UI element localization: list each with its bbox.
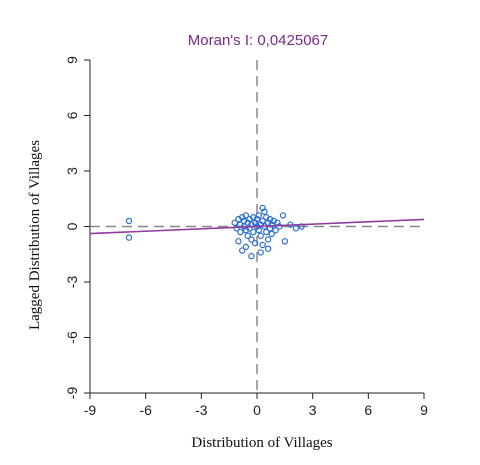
data-point	[276, 223, 283, 230]
y-tick-label: 3	[64, 167, 80, 175]
data-point	[248, 252, 255, 260]
data-point	[237, 228, 244, 236]
data-point	[264, 245, 272, 252]
data-point	[264, 236, 272, 243]
data-point	[268, 230, 276, 238]
data-point	[233, 225, 240, 232]
x-axis-label: Distribution of Villages	[191, 435, 332, 451]
x-tick-label: -9	[84, 402, 97, 418]
y-axis-label: Lagged Distribution of Villages	[27, 140, 43, 330]
x-tick-label: -3	[195, 402, 208, 418]
data-point	[251, 239, 259, 247]
data-point	[250, 228, 257, 236]
y-tick-label: -6	[64, 331, 80, 344]
y-axis: -9 -6 -3 0 3 6 9	[64, 56, 91, 400]
x-axis: -9 -6 -3 0 3 6 9	[84, 392, 428, 418]
data-point	[259, 217, 266, 225]
data-point	[242, 243, 250, 251]
y-tick-label: 6	[64, 111, 80, 119]
x-tick-label: 9	[420, 402, 428, 418]
data-point	[235, 238, 242, 245]
x-tick-label: -6	[139, 402, 152, 418]
y-tick-label: 0	[64, 222, 80, 230]
data-point	[255, 212, 263, 219]
data-point	[257, 232, 264, 239]
data-point	[263, 228, 270, 236]
regression-line	[89, 218, 425, 235]
y-tick-label: 9	[64, 56, 80, 64]
data-point	[257, 249, 264, 256]
data-point	[279, 212, 287, 219]
x-tick-label: 3	[309, 402, 317, 418]
data-point	[231, 219, 238, 226]
data-point	[281, 238, 289, 245]
data-point	[272, 226, 279, 234]
data-point	[292, 225, 300, 232]
y-tick-label: -3	[64, 276, 80, 289]
data-points	[125, 204, 305, 260]
data-point	[259, 241, 266, 249]
data-point	[125, 234, 133, 241]
data-point	[259, 204, 266, 212]
data-point	[244, 232, 251, 239]
chart-title: Moran's I: 0,0425067	[188, 32, 328, 49]
x-tick-label: 0	[253, 402, 261, 418]
data-point	[242, 212, 250, 219]
y-tick-label: -9	[64, 387, 80, 400]
data-point	[255, 226, 263, 234]
data-point	[248, 236, 255, 243]
data-point	[125, 217, 133, 225]
data-point	[238, 247, 246, 254]
x-tick-label: 6	[364, 402, 372, 418]
